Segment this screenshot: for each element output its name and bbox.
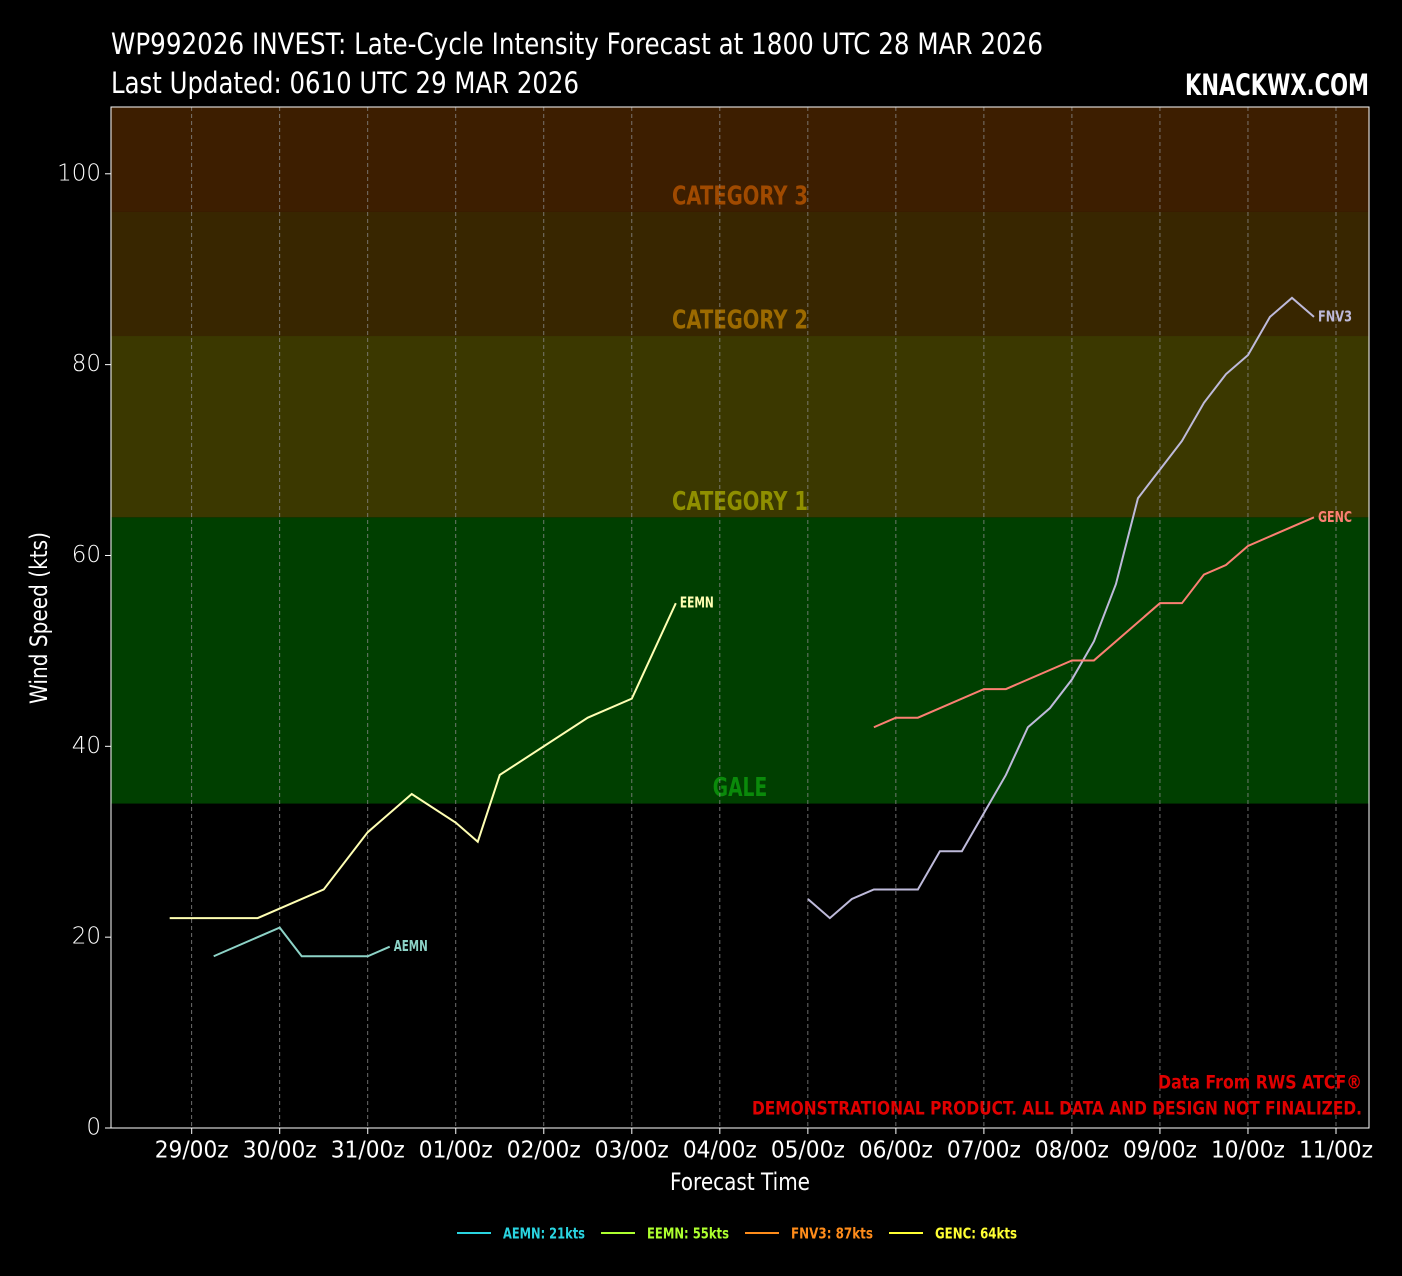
series-end-label: GENC — [1318, 508, 1352, 526]
legend-label: AEMN: 21kts — [503, 1225, 585, 1243]
band-label: GALE — [713, 773, 767, 803]
series-end-label: FNV3 — [1318, 307, 1352, 325]
x-tick-label: 30/00z — [243, 1138, 317, 1164]
y-tick-label: 20 — [72, 924, 101, 950]
band-label: CATEGORY 1 — [672, 487, 808, 517]
band-label: CATEGORY 3 — [672, 181, 808, 211]
x-tick-label: 29/00z — [155, 1138, 229, 1164]
series-line — [873, 516, 1315, 729]
intensity-band — [111, 211, 1369, 337]
x-tick-label: 06/00z — [859, 1138, 933, 1164]
y-tick-label: 40 — [72, 733, 101, 759]
x-tick-label: 02/00z — [507, 1138, 581, 1164]
grid: 0 20 40 60 80 100 29/00z 30/00z 31/00z 01/00z 02/0… — [57, 107, 1373, 1164]
x-tick-label: 01/00z — [419, 1138, 493, 1164]
intensity-band — [111, 517, 1369, 804]
x-tick-label: 07/00z — [947, 1138, 1021, 1164]
intensity-band — [111, 336, 1369, 518]
band-label: CATEGORY 2 — [672, 306, 808, 336]
annotation: DEMONSTRATIONAL PRODUCT. ALL DATA AND DE… — [752, 1098, 1362, 1120]
bands: GALE CATEGORY 1 CATEGORY 2 CATEGORY 3 — [111, 107, 1369, 804]
lines: AEMN EEMN FNV3 GENC — [169, 296, 1352, 958]
x-tick-label: 08/00z — [1035, 1138, 1109, 1164]
x-tick-label: 10/00z — [1211, 1138, 1285, 1164]
legend-label: FNV3: 87kts — [791, 1225, 873, 1243]
series-line — [213, 926, 391, 958]
x-tick-label: 09/00z — [1123, 1138, 1197, 1164]
series-end-label: EEMN — [680, 594, 714, 612]
series-line — [169, 602, 677, 920]
annotation: Data From RWS ATCF® — [1158, 1072, 1362, 1094]
series-end-label: AEMN — [394, 937, 428, 955]
legend-label: GENC: 64kts — [935, 1225, 1017, 1243]
x-tick-label: 31/00z — [331, 1138, 405, 1164]
brand: KNACKWX.COM — [1185, 68, 1369, 102]
y-tick-label: 60 — [72, 542, 101, 568]
x-tick-label: 04/00z — [683, 1138, 757, 1164]
x-tick-label: 11/00z — [1299, 1138, 1373, 1164]
x-axis-label: Forecast Time — [670, 1168, 810, 1196]
chart-subtitle: Last Updated: 0610 UTC 29 MAR 2026 — [111, 66, 579, 100]
x-tick-label: 05/00z — [771, 1138, 845, 1164]
x-tick-label: 03/00z — [595, 1138, 669, 1164]
y-tick-label: 0 — [86, 1115, 101, 1141]
y-tick-label: 80 — [72, 351, 101, 377]
plot-frame — [110, 106, 1370, 1129]
y-tick-label: 100 — [57, 160, 101, 186]
series-line — [807, 296, 1315, 920]
legend-label: EEMN: 55kts — [647, 1225, 729, 1243]
y-axis-label: Wind Speed (kts) — [25, 532, 53, 704]
chart-title: WP992026 INVEST: Late-Cycle Intensity Fo… — [111, 27, 1043, 61]
intensity-band — [111, 107, 1369, 212]
